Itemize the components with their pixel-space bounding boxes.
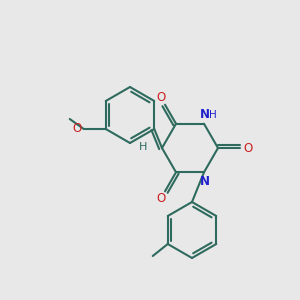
Text: O: O — [73, 122, 82, 136]
Text: H: H — [139, 142, 147, 152]
Text: H: H — [209, 110, 217, 120]
Text: O: O — [243, 142, 253, 154]
Text: N: N — [200, 108, 210, 121]
Text: O: O — [156, 192, 166, 205]
Text: O: O — [156, 91, 166, 104]
Text: N: N — [200, 175, 210, 188]
